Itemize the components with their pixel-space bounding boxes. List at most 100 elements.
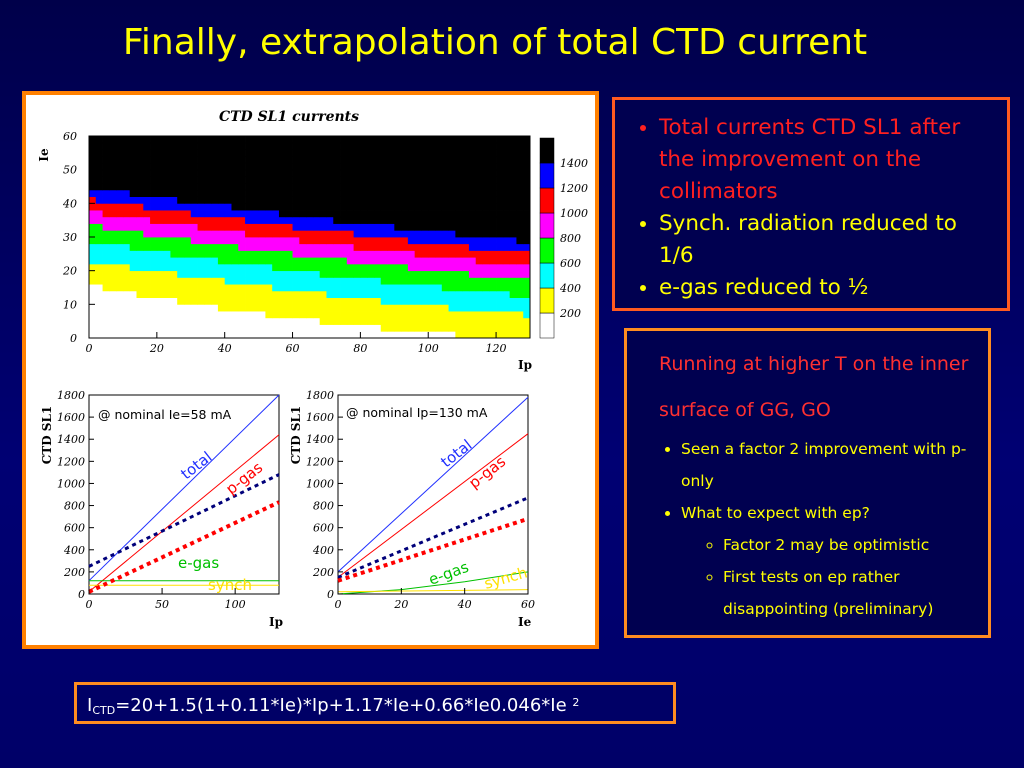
- heatmap-cell: [102, 263, 110, 272]
- heatmap-cell: [353, 169, 361, 177]
- heatmap-cell: [502, 176, 511, 184]
- heatmap-cell: [163, 243, 171, 251]
- heatmap-cell: [435, 203, 443, 211]
- heatmap-cell: [278, 216, 287, 224]
- heatmap-cell: [143, 156, 151, 164]
- heatmap-cell: [265, 304, 273, 312]
- heatmap-cell: [346, 169, 354, 177]
- heatmap-cell: [441, 317, 449, 325]
- heatmap-cell: [407, 237, 416, 245]
- heatmap-cell: [448, 311, 456, 319]
- heatmap-cell: [333, 203, 341, 211]
- heatmap-cell: [502, 284, 511, 292]
- heatmap-cell: [116, 250, 124, 258]
- heatmap-cell: [414, 210, 422, 218]
- heatmap-cell: [217, 176, 226, 184]
- heatmap-cell: [197, 223, 205, 231]
- heatmap-cell: [285, 210, 293, 218]
- heatmap-cell: [177, 230, 185, 238]
- heatmap-cell: [448, 176, 456, 184]
- heatmap-cell: [306, 257, 314, 265]
- heatmap-cell: [435, 156, 443, 164]
- heatmap-cell: [502, 136, 511, 144]
- heatmap-cell: [197, 136, 205, 144]
- heatmap-cell: [245, 156, 253, 164]
- heatmap-cell: [502, 270, 511, 278]
- heatmap-cell: [285, 290, 293, 298]
- heatmap-cell: [340, 311, 348, 319]
- heatmap-cell: [407, 196, 416, 204]
- heatmap-cell: [441, 290, 449, 298]
- heatmap-cell: [407, 230, 416, 238]
- heatmap-cell: [89, 230, 97, 238]
- heatmap-cell: [285, 270, 293, 278]
- heatmap-cell: [109, 156, 117, 164]
- heatmap-cell: [435, 216, 443, 224]
- heatmap-cell: [238, 210, 246, 218]
- heatmap-cell: [156, 263, 165, 272]
- heatmap-cell: [441, 263, 449, 272]
- heatmap-cell: [421, 142, 429, 150]
- heatmap-cell: [380, 183, 388, 191]
- heatmap-cell: [346, 317, 354, 325]
- heatmap-cell: [462, 203, 470, 211]
- box2-item-factor2: Seen a factor 2 improvement with p-only: [681, 433, 976, 497]
- heatmap-cell: [109, 257, 117, 265]
- heatmap-cell: [475, 263, 483, 272]
- heatmap-cell: [387, 176, 395, 184]
- heatmap-cell: [204, 270, 212, 278]
- heatmap-cell: [102, 223, 110, 231]
- heatmap-cell: [407, 284, 416, 292]
- heatmap-cell: [265, 257, 273, 265]
- heatmap-cell: [272, 196, 280, 204]
- heatmap-cell: [224, 142, 232, 150]
- heatmap-cell: [489, 297, 497, 305]
- heatmap-cell: [435, 223, 443, 231]
- heatmap-cell: [129, 243, 137, 251]
- heatmap-cell: [312, 297, 321, 305]
- heatmap-cell: [462, 237, 470, 245]
- heatmap-cell: [407, 290, 416, 298]
- heatmap-cell: [231, 203, 239, 211]
- heatmap-cell: [380, 156, 388, 164]
- heatmap-cell: [441, 297, 449, 305]
- heatmap-cell: [197, 183, 205, 191]
- heatmap-cell: [183, 257, 192, 265]
- heatmap-cell: [462, 176, 470, 184]
- heatmap-cell: [245, 162, 253, 171]
- heatmap-cell: [421, 183, 429, 191]
- chart-ip130-y-tick-label: 1000: [306, 477, 334, 490]
- heatmap-cell: [163, 270, 171, 278]
- heatmap-cell: [319, 176, 327, 184]
- heatmap-cell: [421, 210, 429, 218]
- chart-ie58-plot-frame: [88, 394, 280, 595]
- heatmap-cell: [360, 230, 368, 238]
- heatmap-cell: [156, 189, 165, 197]
- heatmap-cell: [414, 284, 422, 292]
- heatmap-cell: [448, 324, 456, 332]
- heatmap-cell: [150, 183, 158, 191]
- heatmap-cell: [414, 189, 422, 197]
- heatmap-cell: [89, 169, 97, 177]
- heatmap-cell: [245, 304, 253, 312]
- heatmap-cell: [258, 156, 266, 164]
- heatmap-cell: [251, 290, 260, 298]
- heatmap-cell: [238, 142, 246, 150]
- heatmap-cell: [489, 156, 497, 164]
- heatmap-cell: [462, 142, 470, 150]
- heatmap-cell: [387, 156, 395, 164]
- heatmap-cell: [116, 183, 124, 191]
- heatmap-cell: [89, 250, 97, 258]
- higher-temperature-box: Running at higher T on the inner surface…: [624, 328, 991, 638]
- heatmap-cell: [326, 257, 334, 265]
- heatmap-cell: [183, 263, 192, 272]
- heatmap-cell: [177, 297, 185, 305]
- heatmap-cell: [306, 250, 314, 258]
- heatmap-cell: [502, 203, 511, 211]
- heatmap-cell: [163, 210, 171, 218]
- heatmap-cell: [170, 183, 178, 191]
- heatmap-cell: [448, 290, 456, 298]
- heatmap-cell: [238, 203, 246, 211]
- heatmap-cell: [156, 270, 165, 278]
- heatmap-cell: [496, 270, 504, 278]
